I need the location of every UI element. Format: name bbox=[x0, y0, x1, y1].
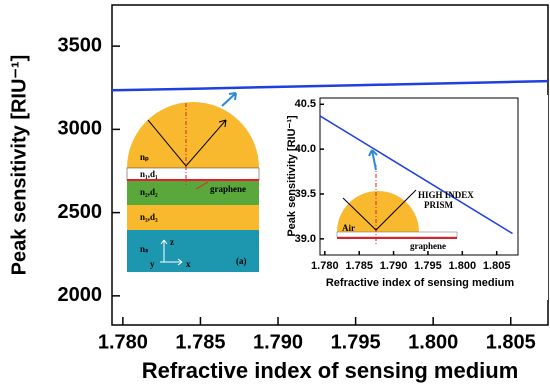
annotation: PRISM bbox=[424, 200, 454, 210]
x-axis-title: Refractive index of sensing medium bbox=[142, 358, 519, 383]
pointer-arrow bbox=[221, 92, 237, 107]
ray bbox=[147, 119, 227, 167]
data-line bbox=[111, 79, 549, 92]
x-tick-label: 1.785 bbox=[175, 331, 225, 353]
inset-background bbox=[283, 95, 548, 300]
inset-prism bbox=[336, 165, 458, 245]
y-tick-label: 3500 bbox=[58, 34, 103, 56]
annotation: x bbox=[186, 259, 191, 269]
ray-head bbox=[218, 119, 227, 128]
prism bbox=[337, 191, 419, 232]
y-tick-label: 3000 bbox=[58, 118, 103, 140]
y-tick-label: 2000 bbox=[58, 284, 103, 306]
x-tick-label: 1.790 bbox=[253, 331, 303, 353]
pointer bbox=[195, 181, 209, 190]
annotation: (a) bbox=[236, 256, 247, 266]
x-tick-label: 1.800 bbox=[408, 331, 458, 353]
pointer-arrow bbox=[368, 149, 378, 171]
y-tick-label: 2500 bbox=[58, 201, 103, 223]
x-tick-label: 1.790 bbox=[380, 260, 408, 272]
annotation: nₚ bbox=[140, 152, 149, 162]
x-tick-label: 1.780 bbox=[98, 331, 148, 353]
x-tick-label: 1.795 bbox=[414, 260, 442, 272]
prism bbox=[127, 102, 259, 168]
annotation: nₛ bbox=[140, 244, 149, 254]
schematic bbox=[126, 102, 260, 272]
y-axis-title: Peak sensitivity [RIU⁻¹] bbox=[8, 55, 30, 276]
inset-frame bbox=[319, 97, 519, 256]
x-axis-title: Refractive index of sensing medium bbox=[326, 277, 514, 289]
y-tick-label: 40.5 bbox=[295, 98, 316, 110]
layer-2 bbox=[127, 181, 259, 205]
y-axis-title: Peak sensitivity [RIU⁻¹] bbox=[286, 115, 298, 237]
y-tick-label: 39.0 bbox=[295, 233, 316, 245]
annotation: n₃,d₃ bbox=[140, 212, 158, 222]
ray bbox=[342, 189, 417, 231]
x-tick-label: 1.805 bbox=[483, 260, 511, 272]
data-line bbox=[319, 115, 513, 235]
annotation: y bbox=[150, 259, 155, 269]
annotation: z bbox=[170, 237, 174, 247]
y-tick-label: 39.5 bbox=[295, 188, 316, 200]
x-tick-label: 1.800 bbox=[449, 260, 477, 272]
x-tick-label: 1.780 bbox=[311, 260, 339, 272]
annotation: HIGH INDEX bbox=[418, 190, 474, 200]
annotation: Air bbox=[342, 223, 355, 233]
sensing-layer bbox=[127, 230, 259, 272]
x-tick-label: 1.795 bbox=[331, 331, 381, 353]
annotation: graphene bbox=[210, 184, 246, 194]
layer-3 bbox=[127, 205, 259, 230]
x-tick-label: 1.785 bbox=[345, 260, 373, 272]
annotation: graphene bbox=[410, 241, 446, 251]
x-tick-label: 1.805 bbox=[486, 331, 536, 353]
y-tick-label: 40.0 bbox=[295, 143, 316, 155]
air-layer bbox=[336, 231, 458, 238]
annotation: n₂,d₂ bbox=[140, 187, 158, 197]
annotation: n₁,d₁ bbox=[140, 169, 158, 179]
axes-icon bbox=[160, 239, 183, 266]
